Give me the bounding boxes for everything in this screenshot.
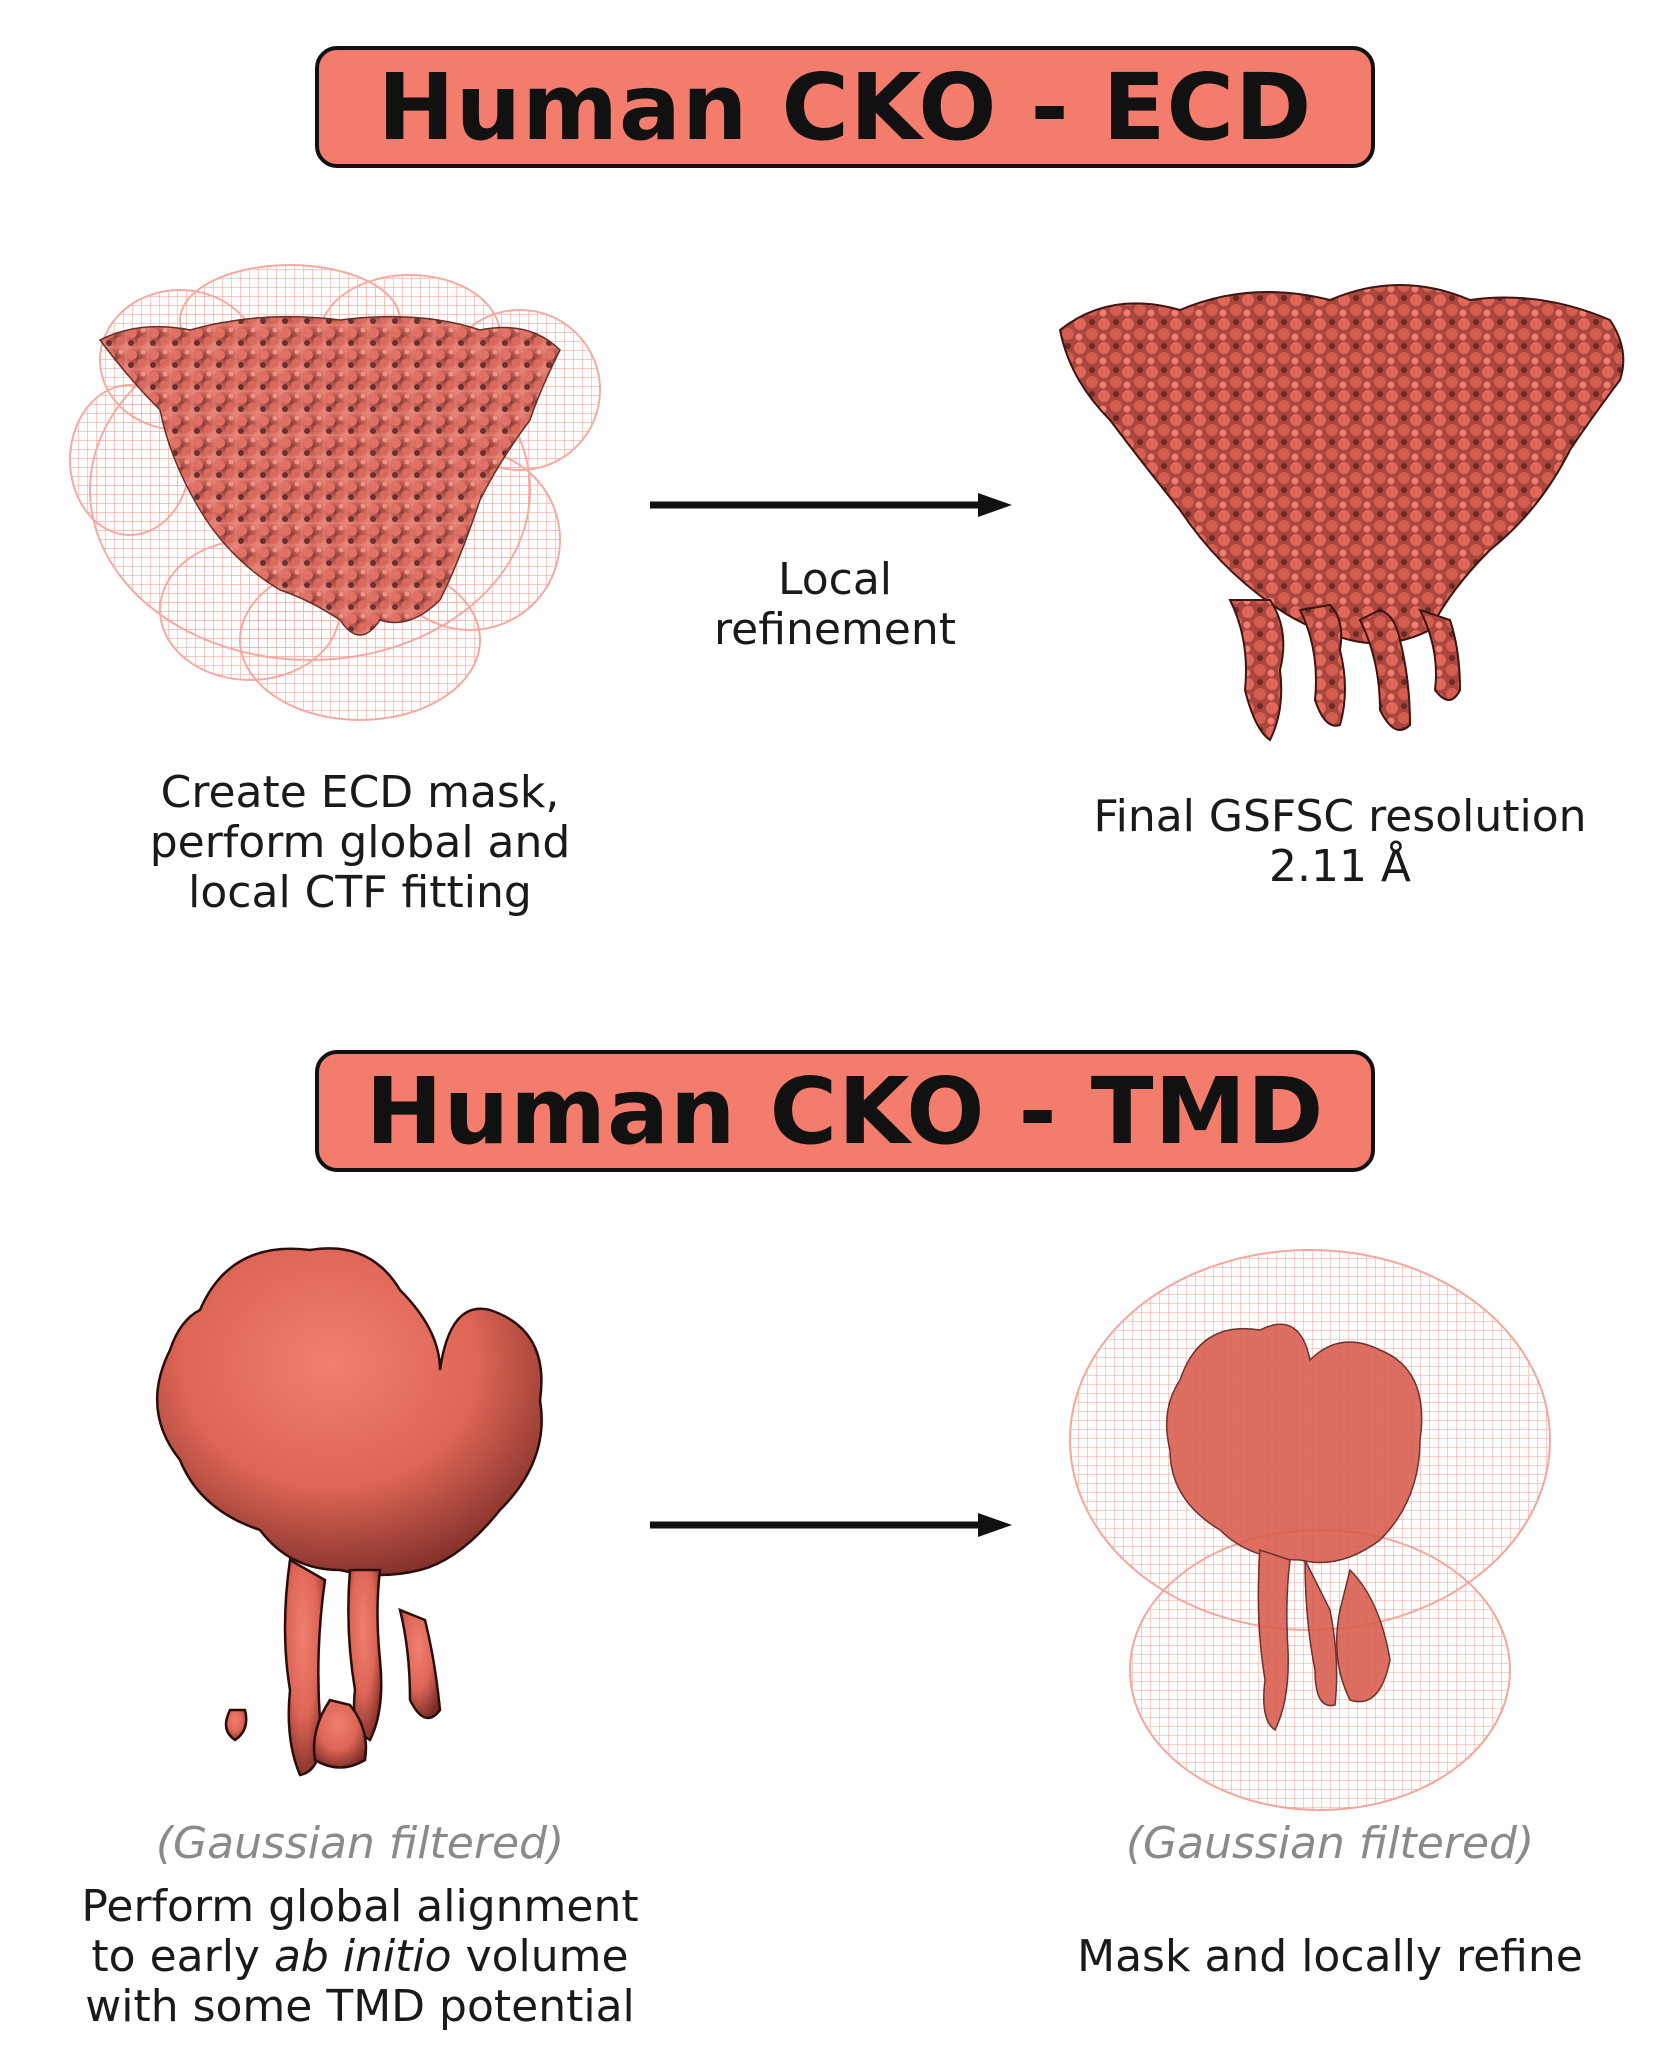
ecd-right-caption: Final GSFSC resolution 2.11 Å <box>1030 792 1650 892</box>
ecd-arrow <box>650 493 1012 517</box>
tmd-right-caption: Mask and locally refine <box>1030 1932 1630 1982</box>
ecd-left-caption-line-3: local CTF fitting <box>188 867 532 918</box>
tmd-right-filter-note: (Gaussian filtered) <box>1125 1818 1535 1869</box>
arrow-label-line-1: Local <box>777 554 893 605</box>
ecd-refined-density <box>1058 284 1625 742</box>
tmd-left-caption-line-2-pre: to early <box>91 1931 274 1982</box>
ecd-arrow-label: Local refinement <box>640 555 1030 655</box>
ecd-title-banner: Human CKO - ECD <box>315 46 1375 168</box>
ab-initio-text: ab initio <box>273 1931 452 1982</box>
ecd-left-caption-line-2: perform global and <box>149 817 571 868</box>
ecd-title: Human CKO - ECD <box>377 53 1313 161</box>
tmd-left-caption-line-3: with some TMD potential <box>85 1981 635 2032</box>
ecd-left-caption-line-1: Create ECD mask, <box>160 767 560 818</box>
tmd-left-caption-line-2: to early ab initio volume <box>20 1932 700 1982</box>
ecd-resolution-value: 2.11 Å <box>1268 841 1412 892</box>
ecd-masked-density-figure <box>69 264 601 721</box>
tmd-left-caption-line-1: Perform global alignment <box>81 1881 639 1932</box>
arrow-label-line-2: refinement <box>714 604 956 655</box>
tmd-initial-density-figure <box>155 1247 543 1777</box>
tmd-masked-density-figure <box>1069 1249 1551 1811</box>
tmd-left-filter-note: (Gaussian filtered) <box>155 1818 565 1869</box>
ecd-refined-density-figure <box>1058 284 1625 742</box>
tmd-initial-density <box>155 1247 543 1777</box>
tmd-title-banner: Human CKO - TMD <box>315 1050 1375 1172</box>
tmd-title: Human CKO - TMD <box>365 1057 1325 1165</box>
ecd-resolution-label: Final GSFSC resolution <box>1093 791 1587 842</box>
tmd-right-caption-text: Mask and locally refine <box>1077 1931 1583 1982</box>
tmd-masked-density <box>1165 1323 1423 1732</box>
tmd-left-caption-line-2-post: volume <box>451 1931 629 1982</box>
tmd-left-caption: Perform global alignment to early ab ini… <box>20 1882 700 2032</box>
tmd-arrow <box>650 1513 1012 1537</box>
ecd-density <box>98 315 561 636</box>
ecd-left-caption: Create ECD mask, perform global and loca… <box>60 768 660 918</box>
